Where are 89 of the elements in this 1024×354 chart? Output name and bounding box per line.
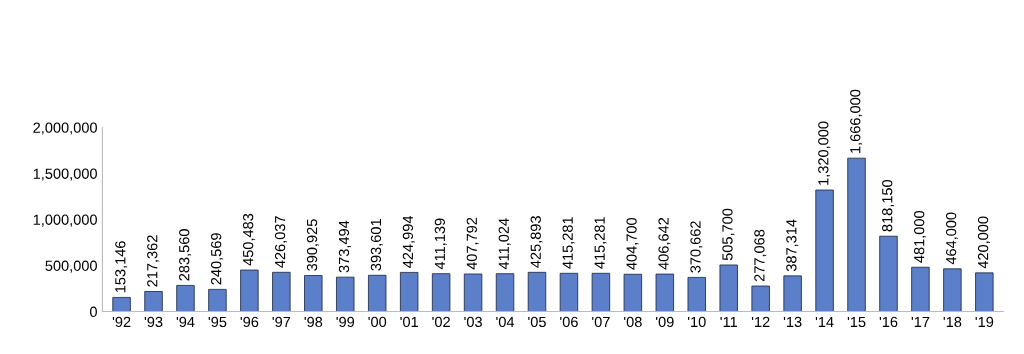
x-tick-label: '13 [783, 316, 802, 328]
bar [112, 297, 131, 312]
bar [144, 291, 163, 312]
bar [208, 288, 227, 312]
x-tick-label: '11 [720, 316, 737, 327]
x-tick-label: '99 [336, 316, 355, 328]
bar [240, 269, 259, 312]
bar [463, 273, 483, 312]
x-tick-label: '14 [815, 316, 834, 327]
data-label: 240,569 [211, 233, 224, 285]
x-tick-label: '16 [879, 316, 898, 328]
x-tick-label: '07 [592, 316, 610, 328]
bar [527, 271, 547, 312]
bar [431, 273, 451, 312]
data-label: 217,362 [147, 235, 160, 287]
bar [176, 285, 195, 312]
data-label: 283,560 [179, 229, 192, 281]
data-label: 404,700 [626, 217, 639, 270]
data-label: 277,068 [754, 229, 767, 282]
x-tick-label: '92 [112, 316, 131, 328]
bar [272, 271, 291, 312]
bar [368, 274, 387, 312]
data-label: 505,700 [722, 208, 735, 261]
x-tick-label: '15 [847, 316, 866, 328]
x-tick-label: '19 [975, 316, 994, 328]
x-tick-label: '02 [432, 316, 450, 328]
data-label: 393,601 [370, 219, 383, 271]
data-label: 1,666,000 [850, 89, 863, 153]
bar [655, 273, 675, 312]
data-label: 390,925 [306, 219, 319, 271]
data-label: 481,000 [914, 210, 927, 263]
x-tick-label: '09 [656, 316, 674, 328]
data-label: 450,483 [242, 213, 256, 266]
bar [975, 272, 994, 312]
x-tick-label: '18 [943, 316, 962, 328]
data-label: 387,314 [786, 219, 799, 272]
y-tick-label: 1,500,000 [33, 168, 97, 181]
x-tick-label: '97 [272, 316, 291, 328]
data-label: 818,150 [882, 179, 895, 232]
y-tick-label: 500,000 [45, 260, 97, 273]
bar [847, 157, 866, 312]
data-label: 1,320,000 [818, 121, 831, 185]
bar [687, 276, 706, 312]
bar [943, 268, 962, 312]
data-label: 425,893 [530, 216, 543, 268]
bar [399, 271, 419, 312]
x-tick-label: '10 [687, 316, 706, 328]
bar [591, 272, 611, 312]
data-label: 415,281 [562, 217, 575, 269]
bar [911, 266, 930, 312]
x-tick-label: '05 [528, 316, 546, 328]
y-tick-label: 0 [90, 306, 97, 317]
x-tick-label: '00 [368, 316, 387, 328]
bar [623, 273, 643, 312]
x-tick-label: '04 [496, 316, 515, 328]
bar [815, 189, 834, 312]
bar [719, 264, 738, 312]
data-label: 415,281 [594, 217, 607, 269]
x-tick-label: '17 [911, 316, 930, 327]
data-label: 464,000 [945, 212, 959, 265]
bar [751, 285, 770, 312]
bar [559, 272, 579, 312]
data-label: 426,037 [274, 216, 287, 268]
data-label: 370,662 [690, 221, 703, 273]
data-label: 424,994 [402, 215, 415, 268]
x-tick-label: '12 [751, 316, 770, 327]
x-tick-label: '03 [464, 316, 482, 328]
x-tick-label: '08 [624, 316, 642, 328]
bar [495, 273, 515, 312]
x-tick-label: '01 [400, 316, 418, 328]
x-tick-label: '94 [176, 316, 195, 328]
x-tick-label: '98 [304, 316, 323, 328]
x-tick-label: '06 [560, 316, 578, 328]
data-label: 153,146 [115, 241, 128, 293]
bar [304, 275, 323, 312]
x-tick-label: '93 [144, 316, 163, 328]
data-label: 411,024 [498, 218, 511, 270]
data-label: 420,000 [977, 216, 990, 269]
x-tick-label: '95 [208, 316, 227, 328]
y-tick-label: 2,000,000 [33, 122, 97, 135]
x-tick-label: '96 [240, 316, 259, 328]
data-label: 373,494 [338, 220, 351, 273]
bar [783, 275, 802, 312]
data-label: 411,139 [434, 218, 447, 270]
bar [336, 276, 355, 312]
data-label: 407,792 [466, 217, 479, 270]
y-tick-label: 1,000,000 [33, 214, 97, 227]
data-label: 406,642 [658, 217, 671, 270]
bar [879, 235, 898, 312]
